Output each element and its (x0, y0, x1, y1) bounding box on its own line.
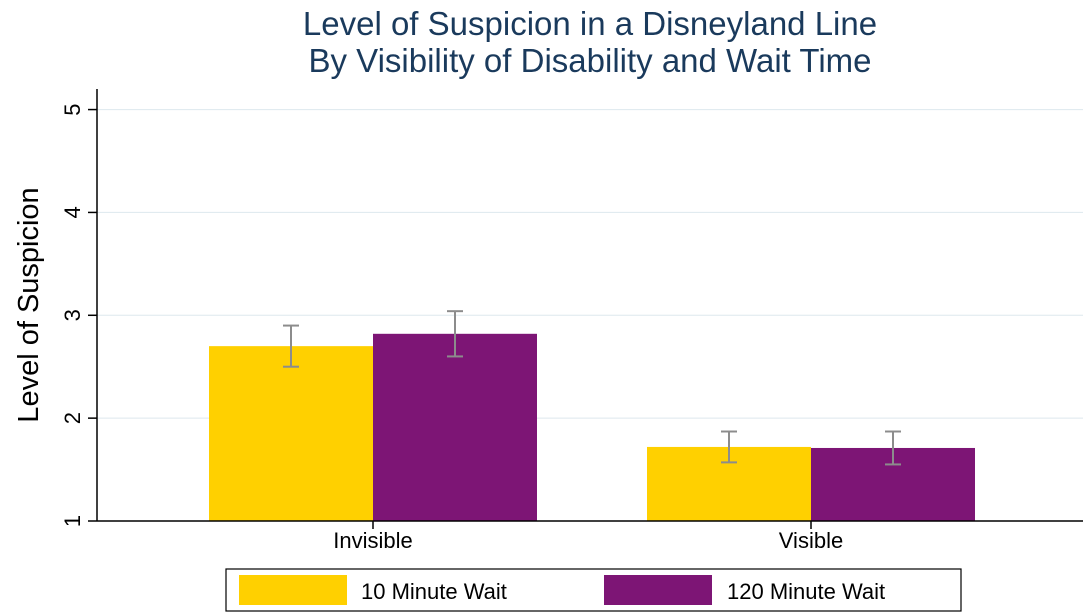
bar-invisible-10-minute-wait (209, 346, 373, 521)
y-tick-label: 3 (60, 309, 85, 321)
legend-label-120-minute-wait: 120 Minute Wait (727, 579, 885, 604)
y-tick-label: 2 (60, 412, 85, 424)
legend-swatch-120-minute-wait (604, 575, 712, 605)
y-tick-label: 4 (60, 206, 85, 218)
y-tick-label: 5 (60, 103, 85, 115)
legend: 10 Minute Wait 120 Minute Wait (225, 568, 962, 612)
error-bars (283, 310, 901, 466)
bar-invisible-120-minute-wait (373, 333, 537, 521)
x-axis-ticks: Invisible Visible (333, 521, 843, 553)
x-tick-label-invisible: Invisible (333, 528, 412, 553)
legend-box (225, 568, 962, 612)
x-tick-label-visible: Visible (779, 528, 843, 553)
legend-swatch-10-minute-wait (239, 575, 347, 605)
y-axis-ticks: 1 2 3 4 5 (60, 103, 97, 527)
y-tick-label: 1 (60, 515, 85, 527)
bars (209, 333, 975, 521)
y-axis-title: Level of Suspicion (13, 187, 45, 422)
chart-title-line-2: By Visibility of Disability and Wait Tim… (308, 42, 871, 79)
chart-title-line-1: Level of Suspicion in a Disneyland Line (303, 5, 877, 42)
gridlines (97, 109, 1083, 419)
legend-label-10-minute-wait: 10 Minute Wait (361, 579, 507, 604)
